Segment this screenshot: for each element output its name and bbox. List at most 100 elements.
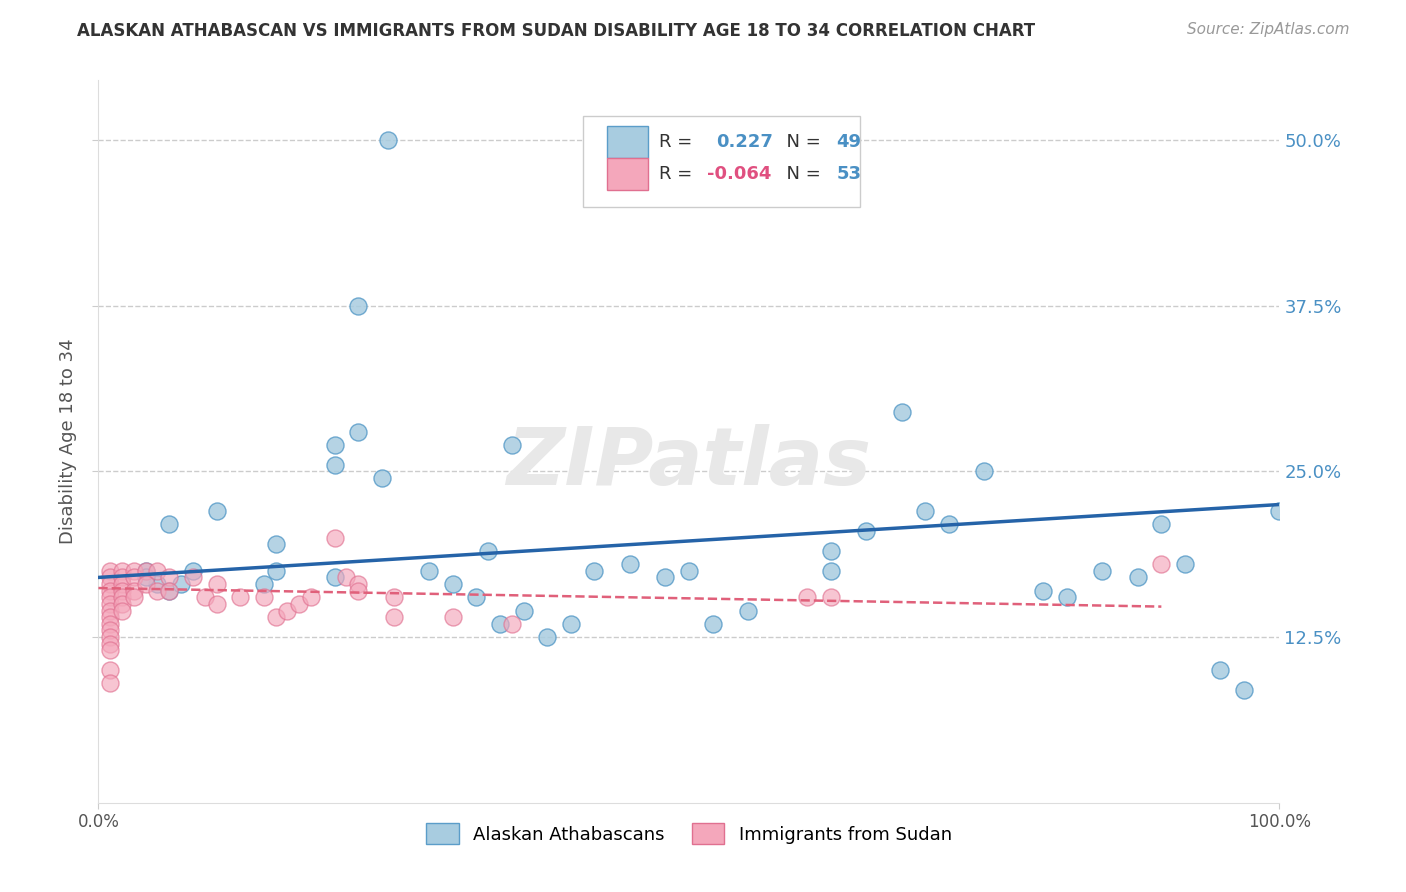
Point: [323, 458, 346, 472]
Point: [347, 299, 370, 313]
Point: [253, 577, 276, 591]
Point: [323, 531, 346, 545]
Point: [98, 637, 121, 651]
Point: [194, 591, 217, 605]
FancyBboxPatch shape: [582, 117, 860, 207]
Point: [122, 564, 145, 578]
FancyBboxPatch shape: [607, 126, 648, 158]
Point: [98, 603, 121, 617]
Point: [157, 517, 180, 532]
Point: [583, 564, 606, 578]
Point: [146, 564, 169, 578]
Point: [323, 438, 346, 452]
Text: -0.064: -0.064: [707, 165, 770, 183]
Point: [335, 570, 357, 584]
Text: Source: ZipAtlas.com: Source: ZipAtlas.com: [1187, 22, 1350, 37]
Point: [276, 603, 298, 617]
Point: [820, 591, 842, 605]
Point: [111, 591, 134, 605]
Point: [98, 610, 121, 624]
Point: [181, 564, 204, 578]
Point: [98, 564, 121, 578]
Point: [441, 577, 464, 591]
Point: [205, 504, 228, 518]
Point: [229, 591, 252, 605]
Point: [98, 570, 121, 584]
Point: [1233, 683, 1256, 698]
Point: [146, 583, 169, 598]
Point: [973, 464, 995, 478]
Point: [654, 570, 676, 584]
Point: [98, 624, 121, 638]
Point: [382, 610, 405, 624]
Point: [288, 597, 311, 611]
Point: [98, 643, 121, 657]
Point: [264, 564, 287, 578]
Point: [111, 597, 134, 611]
Point: [501, 616, 523, 631]
Point: [98, 630, 121, 644]
Point: [820, 544, 842, 558]
Point: [441, 610, 464, 624]
Point: [98, 577, 121, 591]
Text: N =: N =: [775, 165, 827, 183]
Text: 49: 49: [837, 133, 862, 151]
Point: [489, 616, 512, 631]
Point: [205, 597, 228, 611]
Point: [914, 504, 936, 518]
Point: [205, 577, 228, 591]
Point: [347, 577, 370, 591]
Point: [98, 597, 121, 611]
Point: [1150, 557, 1173, 571]
Text: R =: R =: [659, 165, 699, 183]
Point: [477, 544, 499, 558]
Point: [170, 577, 193, 591]
Point: [157, 570, 180, 584]
Point: [111, 570, 134, 584]
Point: [135, 564, 157, 578]
FancyBboxPatch shape: [607, 158, 648, 190]
Text: N =: N =: [775, 133, 827, 151]
Point: [181, 570, 204, 584]
Point: [512, 603, 534, 617]
Point: [122, 583, 145, 598]
Point: [135, 564, 157, 578]
Point: [98, 663, 121, 677]
Point: [377, 133, 399, 147]
Point: [619, 557, 641, 571]
Point: [111, 577, 134, 591]
Point: [299, 591, 322, 605]
Point: [820, 564, 842, 578]
Point: [938, 517, 960, 532]
Point: [796, 591, 818, 605]
Point: [382, 591, 405, 605]
Point: [146, 577, 169, 591]
Point: [111, 603, 134, 617]
Point: [98, 676, 121, 690]
Point: [418, 564, 440, 578]
Point: [111, 583, 134, 598]
Point: [135, 570, 157, 584]
Point: [1268, 504, 1291, 518]
Point: [98, 591, 121, 605]
Text: 0.227: 0.227: [716, 133, 773, 151]
Point: [323, 570, 346, 584]
Point: [1174, 557, 1197, 571]
Point: [890, 405, 912, 419]
Point: [98, 583, 121, 598]
Point: [135, 577, 157, 591]
Point: [1032, 583, 1054, 598]
Point: [501, 438, 523, 452]
Point: [1209, 663, 1232, 677]
Legend: Alaskan Athabascans, Immigrants from Sudan: Alaskan Athabascans, Immigrants from Sud…: [419, 816, 959, 852]
Point: [1091, 564, 1114, 578]
Point: [264, 537, 287, 551]
Point: [111, 564, 134, 578]
Point: [1126, 570, 1149, 584]
Point: [122, 591, 145, 605]
Text: 53: 53: [837, 165, 862, 183]
Point: [157, 583, 180, 598]
Point: [855, 524, 877, 538]
Text: ALASKAN ATHABASCAN VS IMMIGRANTS FROM SUDAN DISABILITY AGE 18 TO 34 CORRELATION : ALASKAN ATHABASCAN VS IMMIGRANTS FROM SU…: [77, 22, 1035, 40]
Point: [98, 616, 121, 631]
